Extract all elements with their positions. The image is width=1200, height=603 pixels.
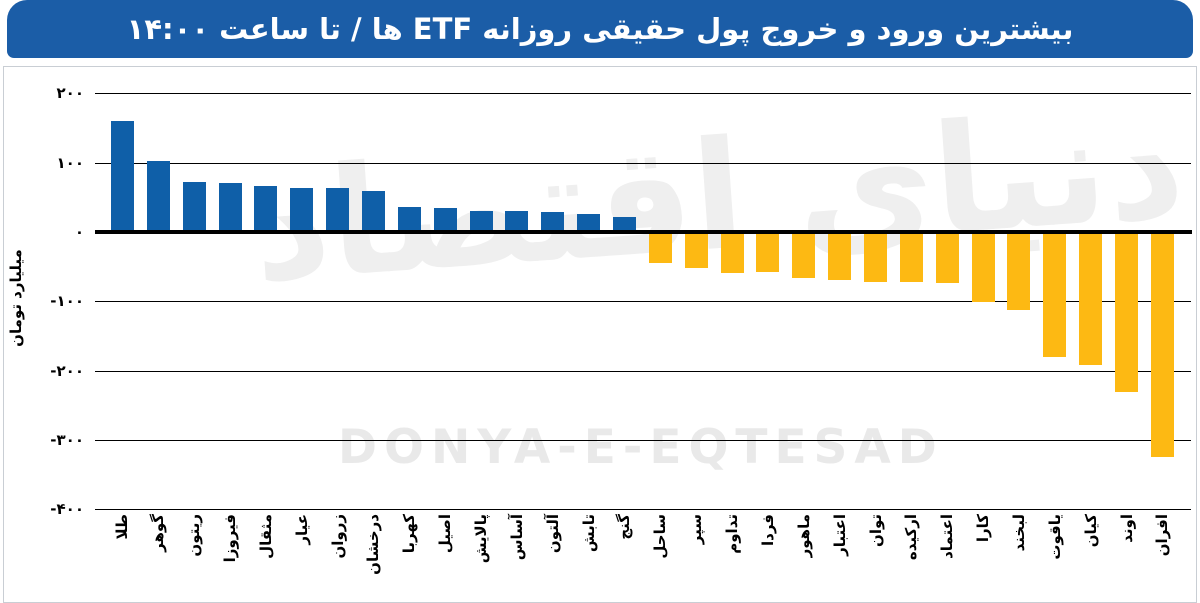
bar-تداوم — [720, 232, 744, 273]
bar-گنج — [612, 216, 636, 232]
bar-لبخند — [1007, 232, 1031, 311]
x-tick-label: کهربا — [400, 514, 419, 554]
x-tick-label: گنج — [615, 514, 634, 540]
x-tick-label: توان — [866, 514, 885, 547]
x-tick-label: سپر — [687, 514, 706, 545]
bar-تابش — [577, 214, 601, 232]
x-tick-label: فیروزا — [221, 514, 239, 563]
x-tick-label: تابش — [579, 514, 598, 553]
x-tick-label: کارا — [974, 514, 992, 543]
y-tick-label: ۲۰۰ — [56, 84, 84, 103]
x-tick-label: تداوم — [723, 514, 741, 554]
y-tick-label: -۳۰۰ — [50, 431, 84, 449]
chart-title: بیشترین ورود و خروج پول حقیقی روزانه ETF… — [126, 12, 1074, 46]
x-tick-label: اعتبار — [830, 514, 849, 556]
x-tick-label: زروان — [328, 514, 347, 559]
bar-مثقال — [254, 186, 278, 232]
x-tick-label: فردا — [758, 514, 777, 546]
bar-آلتون — [541, 211, 565, 232]
bar-کارا — [971, 232, 995, 302]
chart-card — [3, 66, 1197, 603]
bar-ریتون — [182, 182, 206, 232]
x-tick-label: آلتون — [543, 514, 562, 554]
x-tick-label: افران — [1153, 514, 1172, 557]
y-tick-label: -۲۰۰ — [50, 361, 84, 380]
y-tick-label: ۰ — [74, 223, 84, 241]
x-tick-label: درخشان — [364, 514, 383, 575]
x-tick-label: عیار — [292, 514, 311, 545]
x-tick-label: ساحل — [651, 514, 670, 559]
gridline--300 — [95, 440, 1191, 441]
gridline--100 — [95, 301, 1191, 303]
bar-اعتبار — [828, 232, 852, 280]
bar-طلا — [110, 121, 134, 232]
x-tick-label: آساس — [507, 514, 526, 561]
x-tick-label: پالایش — [472, 514, 490, 564]
bar-گوهر — [146, 160, 170, 232]
gridline--400 — [95, 509, 1191, 511]
y-tick-label: ۱۰۰ — [56, 153, 84, 172]
bar-کیان — [1079, 232, 1103, 366]
bar-سپر — [684, 232, 708, 269]
x-tick-label: کیان — [1081, 514, 1100, 548]
x-tick-label: اصیل — [436, 514, 455, 554]
bar-کهربا — [397, 207, 421, 232]
x-tick-label: گوهر — [149, 514, 168, 552]
bar-اصیل — [433, 207, 457, 232]
bar-ارکیده — [899, 232, 923, 282]
bar-فردا — [756, 232, 780, 273]
bar-اعتماد — [935, 232, 959, 284]
gridline--200 — [95, 370, 1191, 372]
bar-پالایش — [469, 211, 493, 232]
bar-توان — [864, 232, 887, 282]
zero-axis-line — [95, 230, 1192, 234]
bar-زروان — [326, 187, 350, 232]
x-tick-label: ارکیده — [902, 514, 921, 561]
bar-ساحل — [648, 232, 672, 264]
bar-فیروزا — [218, 182, 242, 232]
x-tick-label: یاقوت — [1045, 514, 1064, 560]
gridline-100 — [95, 162, 1191, 164]
x-tick-label: ماهور — [794, 514, 813, 558]
x-tick-label: اوند — [1117, 514, 1136, 543]
bar-درخشان — [361, 191, 385, 232]
chart-title-banner: بیشترین ورود و خروج پول حقیقی روزانه ETF… — [7, 0, 1193, 58]
x-tick-label: ریتون — [185, 514, 204, 557]
bar-افران — [1150, 232, 1174, 458]
y-tick-label: -۱۰۰ — [50, 292, 84, 311]
bar-یاقوت — [1043, 232, 1067, 357]
x-tick-label: اعتماد — [938, 514, 957, 559]
bar-ماهور — [792, 232, 816, 278]
y-tick-label: -۴۰۰ — [50, 500, 84, 519]
gridline-200 — [95, 93, 1191, 95]
x-tick-label: طلا — [113, 514, 132, 540]
bar-اوند — [1115, 232, 1138, 392]
bar-آساس — [505, 211, 529, 232]
bar-عیار — [290, 187, 314, 232]
x-tick-label: مثقال — [256, 514, 275, 559]
x-tick-label: لبخند — [1009, 514, 1028, 552]
